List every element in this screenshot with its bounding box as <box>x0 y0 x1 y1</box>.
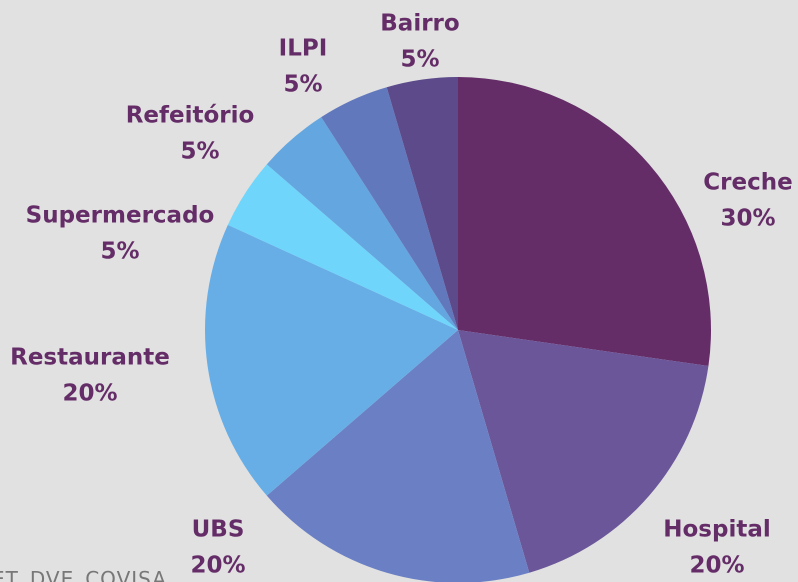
slice-value-label: 5% <box>100 239 139 265</box>
slice-value-label: 5% <box>283 72 322 98</box>
pie-slice <box>266 117 458 330</box>
slice-label: Hospital <box>663 517 771 543</box>
pie-slice <box>386 77 458 330</box>
source: ET_DVE_COVISA <box>0 567 167 582</box>
slice-value-label: 5% <box>180 139 219 165</box>
pie-slice <box>458 77 712 367</box>
slice-label: Creche <box>703 170 792 196</box>
slice-label: UBS <box>192 517 245 543</box>
slice-value-label: 20% <box>62 381 117 407</box>
slice-value-label: 20% <box>689 553 744 579</box>
slice-value-label: 20% <box>190 553 245 579</box>
slice-label: Restaurante <box>10 345 170 371</box>
slice-label: ILPI <box>279 36 328 62</box>
slice-label: Supermercado <box>26 203 215 229</box>
slice-value-label: 5% <box>400 47 439 73</box>
pie-slice <box>204 224 458 496</box>
slice-value-label: 30% <box>720 206 775 232</box>
slice-label: Bairro <box>380 11 459 37</box>
slice-label: Refeitório <box>126 103 255 129</box>
pie-slice <box>227 164 458 330</box>
pie-slice <box>266 330 530 582</box>
pie-slice <box>321 87 458 330</box>
pie-slice <box>458 330 709 573</box>
